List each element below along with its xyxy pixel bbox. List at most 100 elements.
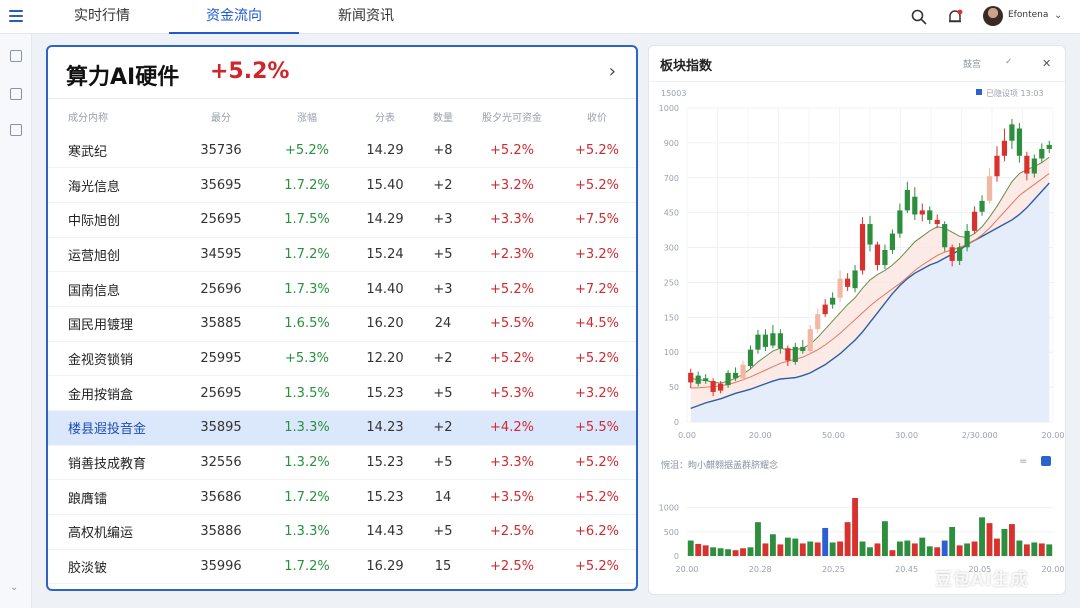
table-row[interactable]: 运营旭创 34595 1.7.2% 15.24 +5 +2.3% +3.2% [48,237,636,273]
cell-c4: +8 [420,133,466,169]
table-row[interactable]: 国民用镀理 35885 1.6.5% 16.20 24 +5.5% +4.5% [48,306,636,342]
x-tick-label: 20.00 [676,565,699,574]
table-row[interactable]: 高权机编运 35886 1.3.3% 14.43 +5 +2.5% +6.2% [48,514,636,550]
chevron-down-icon[interactable]: ⌄ [10,582,19,593]
volume-bar [710,547,717,556]
candle [852,270,858,289]
candle [822,304,828,315]
table-row[interactable]: 踉膺镭 35686 1.7.2% 15.23 14 +3.5% +5.2% [48,479,636,516]
cell-c4: 24 [420,306,466,342]
volume-bar [1001,528,1008,556]
candle [942,224,948,248]
volume-caption: 惋沮：昫小麒翱据盖群脐耀念 [661,461,779,471]
y-tick-label: 500 [664,528,679,537]
sector-constituents-panel: 算力AI硬件 +5.2% › 成分内称 最分 涨幅 分表 数量 股夕光可资金 收… [46,45,638,591]
column-header[interactable]: 收价 [587,112,607,124]
tab-news[interactable]: 新闻资讯 [338,8,394,24]
y-tick-label: 100 [664,348,679,357]
image-icon[interactable] [10,124,22,136]
document-icon[interactable] [10,88,22,100]
cell-c1: 35736 [178,133,264,169]
volume-bar [687,540,694,556]
y-tick-label: 700 [664,174,679,183]
table-row[interactable]: 国南信息 25696 1.7.3% 14.40 +3 +5.2% +7.2% [48,271,636,307]
candle [971,211,978,231]
tab-capital-flow[interactable]: 资金流向 [169,0,299,34]
cell-c4: 15 [420,549,466,585]
cell-c5: +2.5% [466,549,558,585]
column-header[interactable]: 分表 [375,112,395,124]
column-header[interactable]: 最分 [211,112,231,124]
user-name[interactable]: Efontena [1008,10,1049,20]
candle [695,375,701,384]
candle [1039,148,1045,159]
column-header[interactable]: 股夕光可资金 [482,112,542,124]
volume-bar [725,549,732,556]
table-row[interactable]: 海光信息 35695 1.7.2% 15.40 +2 +3.2% +5.2% [48,167,636,203]
cell-c1: 35886 [178,514,264,550]
cell-c5: +5.5% [466,306,558,342]
table-row[interactable]: 金用按销盒 25695 1.3.5% 15.23 +5 +5.3% +3.2% [48,375,636,411]
cell-c2: 1.3.3% [264,410,350,446]
column-header[interactable]: 涨幅 [297,112,317,124]
panel-check-button[interactable]: ✓ [1005,57,1013,67]
column-header[interactable]: 数量 [433,112,453,124]
volume-list-button[interactable]: = [1019,456,1028,467]
candle [830,297,836,305]
x-tick-label: 0.00 [678,431,696,440]
cell-c5: +5.3% [466,375,558,411]
candle [762,334,769,347]
column-header[interactable]: 成分内称 [68,112,108,124]
cell-c1: 35885 [178,306,264,342]
cell-c6: +5.2% [558,133,636,169]
x-tick-label: 20.25 [822,565,845,574]
stock-name: 销善技成教育 [48,445,178,481]
user-avatar[interactable] [983,6,1003,26]
chat-icon[interactable] [10,50,22,62]
x-tick-label: 30.00 [895,431,918,440]
notification-bell-icon[interactable] [946,8,964,26]
volume-bar [695,543,702,556]
table-row[interactable]: 寒武纪 35736 +5.2% 14.29 +8 +5.2% +5.2% [48,133,636,169]
candle [874,244,881,265]
volume-bar [1008,524,1015,556]
cell-c3: 14.40 [350,271,420,307]
table-row[interactable]: 胶淡铍 35996 1.7.2% 16.29 15 +2.5% +5.2% [48,549,636,585]
candle [964,230,970,248]
candle [688,372,694,383]
cell-c3: 16.29 [350,549,420,585]
cell-c5: +4.2% [466,410,558,446]
ma-fast-line [690,156,1050,384]
constituents-table: 成分内称 最分 涨幅 分表 数量 股夕光可资金 收价 寒武纪 35736 +5.2%… [48,99,636,585]
x-tick-label: 20.00 [1042,431,1065,440]
volume-toggle-checkbox[interactable] [1041,456,1051,466]
cell-c4: +2 [420,341,466,377]
table-row[interactable]: 金视资锁销 25995 +5.3% 12.20 +2 +5.2% +5.2% [48,341,636,377]
search-icon[interactable] [910,8,928,26]
chevron-down-icon[interactable]: ⌄ [1054,10,1063,21]
cell-c2: +5.2% [264,133,350,169]
cell-c3: 14.23 [350,410,420,446]
table-row[interactable]: 中际旭创 25695 1.7.5% 14.29 +3 +3.3% +7.5% [48,202,636,238]
cell-c2: 1.6.5% [264,306,350,342]
table-row[interactable]: 销善技成教育 32556 1.3.2% 15.23 +5 +3.3% +5.2% [48,445,636,481]
cell-c6: +7.5% [558,202,636,238]
candle [1016,128,1022,156]
cell-c1: 35996 [178,549,264,585]
volume-bar [994,538,1000,556]
table-row[interactable]: 楼县遐投音金 35895 1.3.3% 14.23 +2 +4.2% +5.5% [48,410,636,446]
sector-index-panel: 板块指数 鼓宫 ✓ ✕ 15003 已隐设项 13:03 1000 900 700 450… [648,45,1066,595]
hamburger-menu-icon[interactable] [9,10,23,22]
volume-bar [792,538,799,556]
candle [919,210,925,215]
panel-close-button[interactable]: ✕ [1042,57,1052,70]
volume-bar [859,541,866,556]
tab-realtime-quotes[interactable]: 实时行情 [74,8,130,24]
volume-bar [1031,542,1038,556]
cell-c3: 15.23 [350,375,420,411]
panel-option-button[interactable]: 鼓宫 [963,60,982,70]
cell-c6: +6.2% [558,514,636,550]
ma-band-fill [690,157,1050,409]
chevron-right-icon[interactable]: › [608,61,616,82]
cell-c2: 1.7.2% [264,479,350,516]
